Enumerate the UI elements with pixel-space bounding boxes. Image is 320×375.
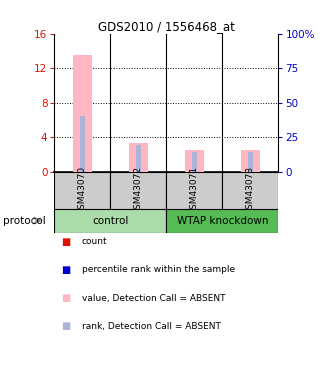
Text: ■: ■	[61, 265, 70, 275]
Bar	[73, 56, 92, 172]
Bar	[222, 172, 278, 209]
Text: GSM43071: GSM43071	[190, 166, 199, 215]
Bar	[166, 209, 278, 232]
Bar	[54, 172, 110, 209]
Text: count: count	[82, 237, 107, 246]
Bar	[80, 116, 85, 172]
Bar	[241, 150, 260, 172]
Text: GSM43072: GSM43072	[134, 166, 143, 215]
Text: percentile rank within the sample: percentile rank within the sample	[82, 266, 235, 274]
Bar	[185, 150, 204, 172]
Text: GSM43070: GSM43070	[78, 166, 87, 215]
Text: GSM43073: GSM43073	[246, 166, 255, 215]
Text: protocol: protocol	[3, 216, 46, 226]
Bar	[166, 172, 222, 209]
Bar	[136, 145, 141, 172]
Text: control: control	[92, 216, 129, 226]
Text: value, Detection Call = ABSENT: value, Detection Call = ABSENT	[82, 294, 225, 303]
Text: ■: ■	[61, 293, 70, 303]
Text: ■: ■	[61, 237, 70, 247]
Bar	[54, 209, 166, 232]
Text: WTAP knockdown: WTAP knockdown	[177, 216, 268, 226]
Bar	[129, 144, 148, 172]
Bar	[248, 152, 253, 172]
Text: ■: ■	[61, 321, 70, 331]
Bar	[110, 172, 166, 209]
Title: GDS2010 / 1556468_at: GDS2010 / 1556468_at	[98, 20, 235, 33]
Text: rank, Detection Call = ABSENT: rank, Detection Call = ABSENT	[82, 322, 220, 331]
Bar	[192, 152, 197, 172]
